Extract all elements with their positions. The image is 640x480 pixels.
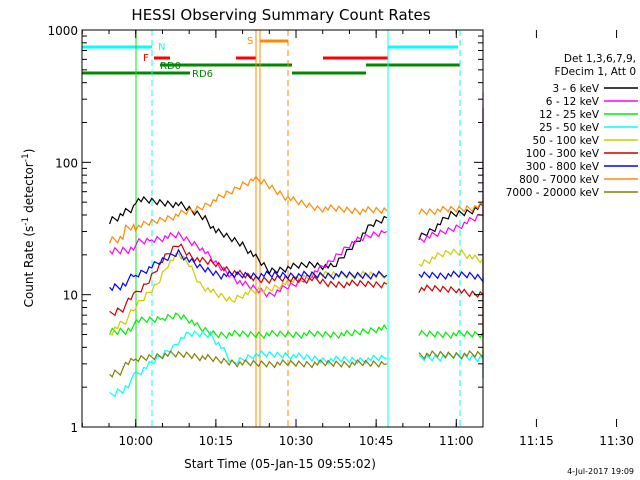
- footer-date: 4-Jul-2017 19:09: [567, 467, 634, 476]
- series-line-7: [109, 175, 388, 245]
- x-tick-label: 11:15: [519, 434, 554, 448]
- legend-header-line: FDecim 1, Att 0: [555, 66, 636, 78]
- flag-label-rd6: RD6: [192, 69, 213, 80]
- legend-header-line: Det 1,3,6,7,9,: [564, 53, 636, 65]
- series-line-1: [109, 229, 388, 298]
- series-line-6: [109, 248, 388, 292]
- flag-label-f: F: [143, 53, 149, 64]
- y-tick-label: 10: [63, 289, 78, 303]
- legend-entry-label: 300 - 800 keV: [526, 161, 600, 173]
- flag-label-rd0: RD0: [160, 61, 181, 72]
- legend: Det 1,3,6,7,9,FDecim 1, Att 0 3 - 6 keV6 …: [506, 53, 638, 199]
- x-tick-label: 11:30: [599, 434, 634, 448]
- series-line-2: [109, 312, 388, 340]
- y-tick-label: 100: [55, 156, 78, 170]
- x-tick-label: 11:00: [439, 434, 474, 448]
- plot-frame: [81, 29, 484, 428]
- legend-entry-label: 7000 - 20000 keV: [506, 187, 600, 199]
- x-tick-label: 10:15: [199, 434, 234, 448]
- y-axis-label: Count Rate (s-1 detector-1): [21, 149, 36, 308]
- y-tick-label: 1: [70, 421, 78, 435]
- series-line-0: [109, 195, 388, 276]
- legend-entry-label: 50 - 100 keV: [532, 135, 599, 147]
- legend-entry-label: 12 - 25 keV: [539, 109, 600, 121]
- x-tick-label: 10:00: [118, 434, 153, 448]
- series-line-8: [109, 350, 387, 378]
- legend-entry-label: 25 - 50 keV: [539, 122, 600, 134]
- legend-entry-label: 800 - 7000 keV: [519, 174, 600, 186]
- legend-entry-label: 6 - 12 keV: [546, 96, 600, 108]
- legend-entry-label: 100 - 300 keV: [526, 148, 600, 160]
- x-tick-label: 10:30: [279, 434, 314, 448]
- x-axis-label: Start Time (05-Jan-15 09:55:02): [184, 457, 376, 471]
- ticks-layer: 10:00 10:15 10:30 10:45 11:00 11:15 11:30 1 10 10…: [47, 24, 633, 448]
- flag-label-s: S: [247, 36, 253, 47]
- series-line-3: [109, 330, 387, 398]
- flag-label-n: N: [158, 42, 165, 53]
- legend-entry-label: 3 - 6 keV: [552, 83, 599, 95]
- flags-layer: NF RD0 RD6 S: [82, 36, 460, 80]
- attenuator-lines-layer: [135, 30, 461, 427]
- series-line-5: [109, 243, 388, 317]
- chart-title: HESSI Observing Summary Count Rates: [131, 6, 430, 24]
- x-tick-label: 10:45: [359, 434, 394, 448]
- y-tick-label: 1000: [47, 24, 78, 38]
